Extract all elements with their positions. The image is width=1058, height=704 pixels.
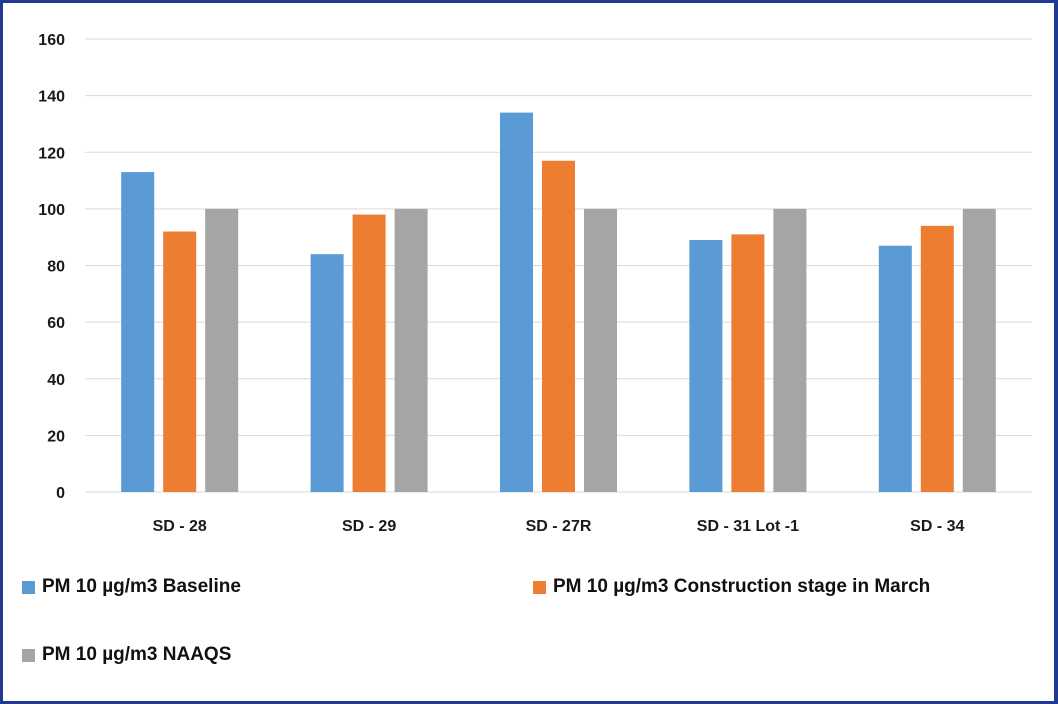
bar-series2-cat0 — [205, 208, 239, 492]
legend-item-baseline: PM 10 µg/m3 Baseline — [22, 576, 241, 598]
bar-series2-cat2 — [584, 208, 617, 492]
y-tick-label: 160 — [38, 32, 65, 49]
y-tick-label: 80 — [47, 259, 65, 276]
bar-series0-cat4 — [878, 245, 912, 492]
bar-series2-cat1 — [394, 208, 428, 492]
y-tick-label: 60 — [47, 315, 65, 332]
bar-series1-cat4 — [920, 225, 954, 493]
legend-item-naaqs: PM 10 µg/m3 NAAQS — [22, 644, 231, 666]
legend-label-baseline: PM 10 µg/m3 Baseline — [42, 576, 241, 597]
bar-series0-cat3 — [689, 240, 723, 492]
x-tick-label: SD - 27R — [526, 518, 592, 535]
x-tick-label: SD - 31 Lot -1 — [697, 518, 799, 535]
bar-series1-cat1 — [352, 214, 386, 492]
legend-label-naaqs: PM 10 µg/m3 NAAQS — [42, 644, 232, 665]
bar-series1-cat3 — [731, 234, 765, 492]
bar-series0-cat1 — [310, 254, 344, 492]
bar-series2-cat4 — [962, 208, 996, 492]
x-tick-label: SD - 28 — [153, 518, 207, 535]
bars — [121, 112, 996, 493]
y-tick-label: 0 — [56, 485, 65, 502]
legend-label-construction: PM 10 µg/m3 Construction stage in March — [553, 576, 931, 597]
legend-item-construction: PM 10 µg/m3 Construction stage in March — [533, 576, 930, 598]
legend-swatch-baseline — [22, 580, 35, 594]
bar-series1-cat2 — [542, 160, 575, 492]
bar-series0-cat2 — [500, 112, 533, 493]
bar-series2-cat3 — [773, 208, 807, 492]
legend-swatch-naaqs — [22, 648, 35, 662]
y-tick-label: 140 — [38, 89, 65, 106]
legend-swatch-construction — [533, 580, 546, 594]
bar-series1-cat0 — [163, 231, 197, 492]
x-tick-label: SD - 29 — [342, 518, 396, 535]
x-tick-labels: SD - 28 SD - 29 SD - 27R SD - 31 Lot -1 SD -… — [153, 518, 965, 535]
x-tick-label: SD - 34 — [910, 518, 964, 535]
y-tick-label: 40 — [47, 372, 65, 389]
bar-series0-cat0 — [121, 172, 155, 492]
y-tick-label: 120 — [38, 145, 65, 162]
y-tick-label: 20 — [47, 428, 65, 445]
y-tick-labels: 0 20 40 60 80 100 120 140 160 — [38, 32, 65, 502]
y-tick-label: 100 — [38, 202, 65, 219]
